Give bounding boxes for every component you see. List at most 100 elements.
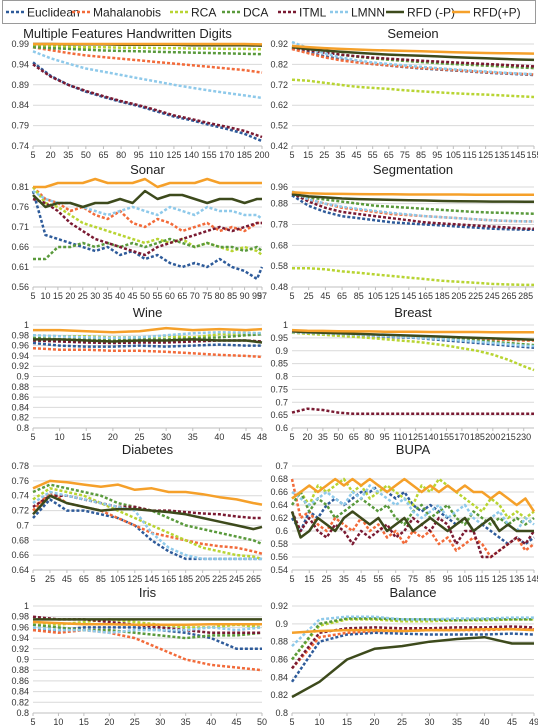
series-line <box>32 50 263 100</box>
y-tick-label: 0.68 <box>270 474 288 484</box>
x-tick-label: 15 <box>304 574 314 584</box>
y-tick-label: 0.72 <box>270 80 288 90</box>
x-tick-label: 115 <box>475 574 489 584</box>
y-tick-label: 0.86 <box>11 392 29 402</box>
x-tick-label: 285 <box>518 291 533 301</box>
x-tick-label: 5 <box>30 150 35 160</box>
legend-label: DCA <box>243 6 268 20</box>
x-tick-label: 25 <box>397 717 407 727</box>
x-tick-label: 205 <box>195 574 210 584</box>
y-tick-label: 0.74 <box>11 141 29 151</box>
y-tick-label: 0.75 <box>270 384 288 394</box>
series-line <box>291 45 535 68</box>
x-tick-label: 105 <box>446 150 461 160</box>
legend-label: RFD (-P) <box>407 6 455 20</box>
x-tick-label: 48 <box>257 432 267 442</box>
y-tick-label: 0.62 <box>270 100 288 110</box>
x-tick-label: 170 <box>219 150 234 160</box>
series-line <box>33 177 262 189</box>
series-line <box>290 510 534 539</box>
x-tick-label: 140 <box>424 432 439 442</box>
chart-panel: Wine 0.80.820.840.860.880.90.920.940.960.… <box>11 305 267 442</box>
y-tick-label: 0.78 <box>11 461 29 471</box>
chart-panel: Iris 0.80.820.840.860.880.90.920.940.960.… <box>11 585 267 727</box>
y-tick-label: 0.56 <box>270 552 288 562</box>
x-tick-label: 40 <box>115 291 125 301</box>
series-line <box>32 197 262 257</box>
legend-item: RFD(+P) <box>452 6 521 20</box>
y-tick-label: 0.64 <box>11 565 29 575</box>
x-tick-label: 125 <box>166 150 181 160</box>
x-tick-label: 75 <box>408 574 418 584</box>
x-tick-label: 55 <box>368 150 378 160</box>
y-tick-label: 0.92 <box>11 644 29 654</box>
y-tick-label: 0.66 <box>11 242 29 252</box>
y-tick-label: 1 <box>24 601 29 611</box>
x-tick-label: 145 <box>510 150 525 160</box>
x-tick-label: 155 <box>202 150 217 160</box>
x-tick-label: 25 <box>45 574 55 584</box>
x-tick-label: 25 <box>135 432 145 442</box>
y-tick-label: 0.82 <box>11 413 29 423</box>
series-line <box>32 494 263 531</box>
x-tick-label: 125 <box>478 150 493 160</box>
x-tick-label: 49 <box>529 717 538 727</box>
legend-item: DCA <box>222 6 268 20</box>
x-tick-label: 230 <box>516 432 531 442</box>
x-tick-label: 5 <box>289 574 294 584</box>
legend-label: RFD(+P) <box>473 6 521 20</box>
chart-panel: Segmentation 0.48 0.58 0.68 0.78 0.88 0.96 5 25 4… <box>270 162 535 301</box>
y-tick-label: 0.8 <box>275 708 288 718</box>
y-tick-label: 0.66 <box>270 487 288 497</box>
series-line <box>32 46 263 74</box>
series-line <box>291 330 535 341</box>
x-tick-label: 50 <box>257 717 267 727</box>
series-line <box>291 635 534 699</box>
x-tick-label: 140 <box>184 150 199 160</box>
x-tick-label: 225 <box>468 291 483 301</box>
series-line <box>32 186 263 256</box>
x-tick-label: 35 <box>335 150 345 160</box>
legend-label: RCA <box>191 6 216 20</box>
y-tick-label: 0.72 <box>11 506 29 516</box>
y-tick-label: 0.84 <box>11 687 29 697</box>
y-tick-label: 0.96 <box>270 182 288 192</box>
series-line <box>32 628 263 672</box>
x-tick-label: 5 <box>289 150 294 160</box>
series-line <box>32 46 263 56</box>
x-tick-label: 35 <box>452 717 462 727</box>
y-tick-label: 0.96 <box>11 622 29 632</box>
y-tick-label: 0.62 <box>270 513 288 523</box>
x-tick-label: 145 <box>526 574 538 584</box>
x-tick-label: 35 <box>103 291 113 301</box>
series-line <box>32 623 263 640</box>
chart-panel: Sonar 0.56 0.61 0.66 0.71 0.76 0.81 5 10 15 20 25 30… <box>11 162 267 301</box>
y-tick-label: 0.82 <box>270 59 288 69</box>
y-tick-label: 0.84 <box>270 672 288 682</box>
series-line <box>32 626 263 635</box>
series-line <box>32 490 262 561</box>
x-tick-label: 65 <box>177 291 187 301</box>
series-line <box>32 63 263 139</box>
series-line <box>32 498 262 561</box>
y-tick-label: 0.56 <box>11 282 29 292</box>
series-line <box>291 627 535 635</box>
x-tick-label: 20 <box>104 717 114 727</box>
y-tick-label: 0.9 <box>275 619 288 629</box>
x-tick-label: 245 <box>229 574 244 584</box>
x-tick-label: 135 <box>509 574 524 584</box>
series-line <box>290 510 536 559</box>
chart-title: Balance <box>390 585 437 600</box>
series-line <box>33 326 263 334</box>
series-line <box>291 331 535 372</box>
x-tick-label: 215 <box>501 432 516 442</box>
y-tick-label: 0.7 <box>16 520 29 530</box>
x-tick-label: 5 <box>289 432 294 442</box>
y-tick-label: 0.99 <box>11 39 29 49</box>
y-tick-label: 0.96 <box>11 341 29 351</box>
series-line <box>291 190 535 223</box>
y-tick-label: 0.9 <box>16 372 29 382</box>
series-line <box>32 186 262 233</box>
y-tick-label: 0.58 <box>270 261 288 271</box>
x-tick-label: 10 <box>55 432 65 442</box>
